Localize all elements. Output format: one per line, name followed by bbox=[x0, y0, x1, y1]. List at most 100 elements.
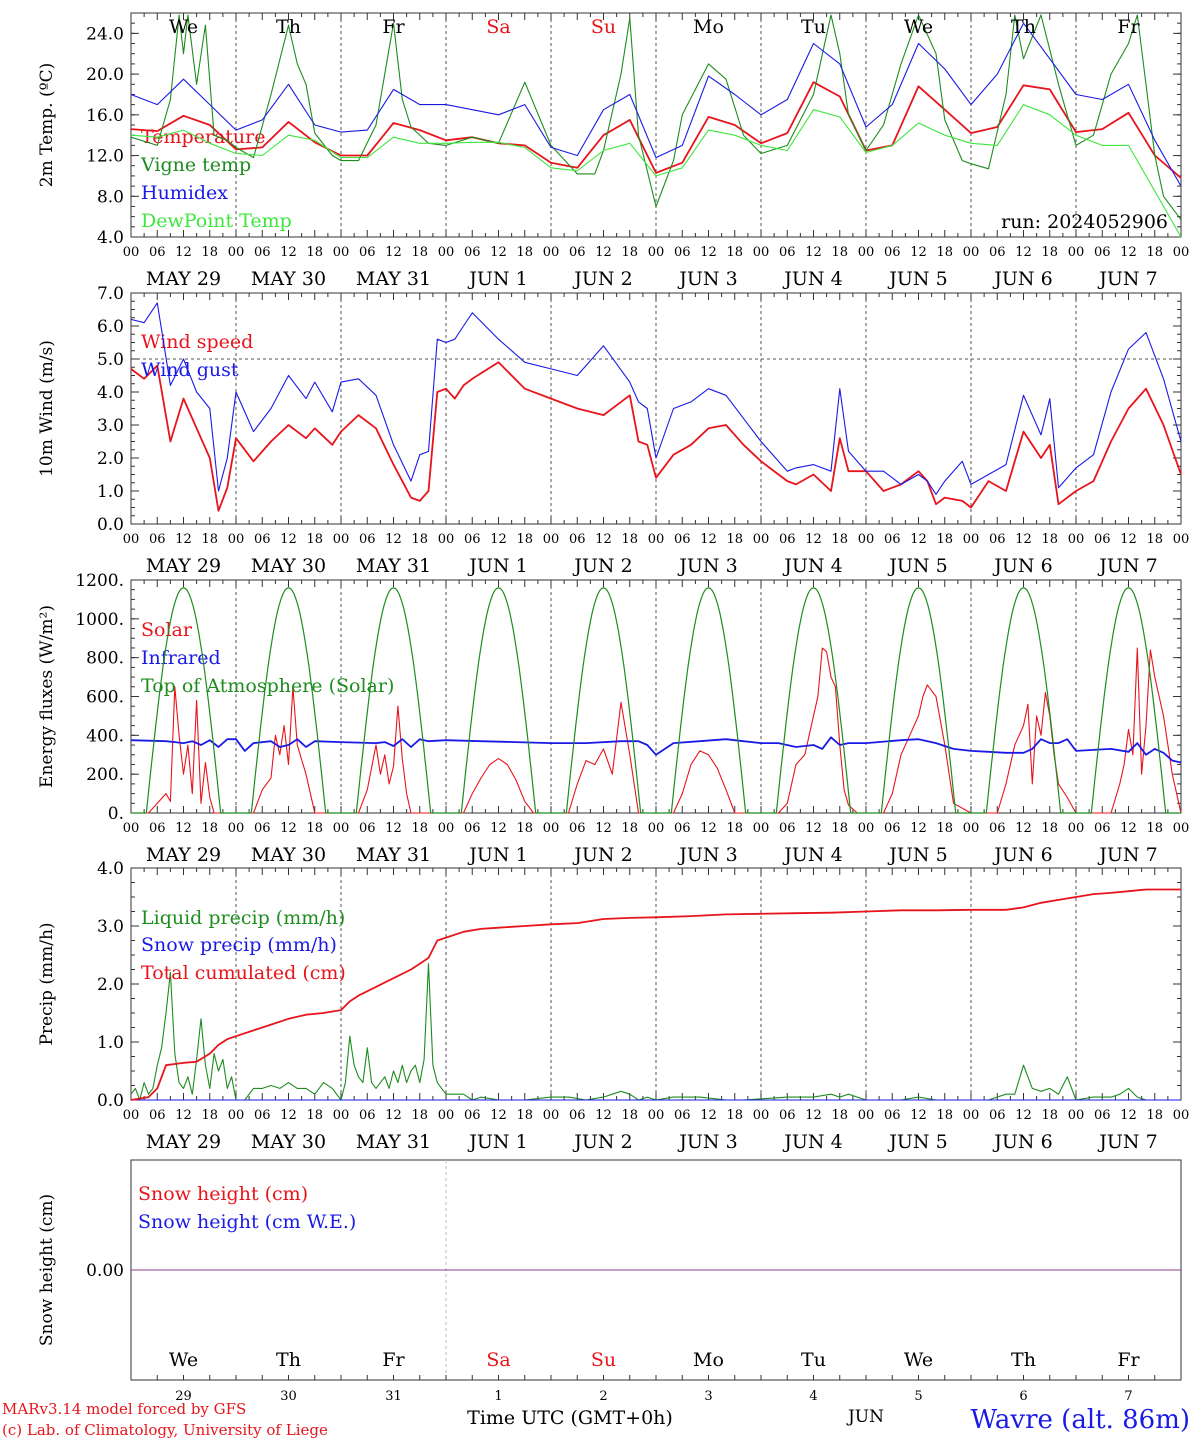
series-total-cumulated-cm bbox=[130, 888, 1181, 1101]
date-label: JUN 1 bbox=[467, 844, 527, 866]
hour-tick-label: 12 bbox=[910, 1108, 927, 1123]
weekday-label: Fr bbox=[1117, 16, 1140, 38]
date-label: MAY 31 bbox=[356, 268, 431, 290]
hour-tick-label: 06 bbox=[254, 245, 271, 260]
y-tick-label: 3.0 bbox=[97, 416, 124, 436]
legend-label: Total cumulated (cm) bbox=[141, 962, 346, 984]
hour-tick-label: 18 bbox=[201, 245, 218, 260]
y-tick-label: 400. bbox=[86, 726, 124, 746]
hour-tick-label: 18 bbox=[1146, 532, 1163, 547]
weekday-label: Fr bbox=[382, 1349, 405, 1371]
legend-label: Liquid precip (mm/h) bbox=[141, 907, 345, 929]
hour-tick-label: 12 bbox=[280, 821, 297, 836]
y-tick-label: 600. bbox=[86, 688, 124, 708]
legend-label: Snow height (cm W.E.) bbox=[138, 1211, 356, 1233]
hour-tick-label: 18 bbox=[831, 245, 848, 260]
date-label: JUN 4 bbox=[782, 555, 842, 577]
hour-tick-label: 12 bbox=[175, 821, 192, 836]
series-dewpoint-temp bbox=[130, 104, 1182, 238]
hour-tick-label: 00 bbox=[1068, 245, 1085, 260]
y-tick-label: 0.0 bbox=[97, 515, 124, 535]
hour-tick-label: 12 bbox=[385, 532, 402, 547]
hour-tick-label: 06 bbox=[149, 245, 166, 260]
hour-tick-label: 00 bbox=[543, 821, 560, 836]
date-label: MAY 29 bbox=[146, 555, 221, 577]
hour-tick-label: 18 bbox=[1146, 821, 1163, 836]
weekday-label: Su bbox=[591, 16, 616, 38]
date-label: JUN 5 bbox=[887, 268, 947, 290]
hour-tick-label: 00 bbox=[753, 1108, 770, 1123]
y-axis-label: Snow height (cm) bbox=[37, 1194, 57, 1346]
hour-tick-label: 06 bbox=[1094, 245, 1111, 260]
date-label: JUN 3 bbox=[677, 1131, 737, 1153]
legend-label: Infrared bbox=[141, 647, 221, 669]
hour-tick-label: 06 bbox=[989, 245, 1006, 260]
hour-tick-label: 12 bbox=[280, 1108, 297, 1123]
y-tick-label: 1.0 bbox=[97, 482, 124, 502]
hour-tick-label: 06 bbox=[1094, 532, 1111, 547]
hour-tick-label: 12 bbox=[1015, 532, 1032, 547]
hour-tick-label: 00 bbox=[963, 245, 980, 260]
series-temperature bbox=[130, 81, 1182, 179]
hour-tick-label: 00 bbox=[648, 245, 665, 260]
hour-tick-label: 06 bbox=[989, 821, 1006, 836]
hour-tick-label: 18 bbox=[306, 821, 323, 836]
hour-tick-label: 06 bbox=[674, 1108, 691, 1123]
hour-tick-label: 12 bbox=[910, 821, 927, 836]
hour-tick-label: 00 bbox=[333, 245, 350, 260]
legend-label: Wind gust bbox=[141, 359, 239, 381]
hour-tick-label: 12 bbox=[805, 1108, 822, 1123]
day-number-label: 30 bbox=[280, 1389, 297, 1404]
series-wind-speed bbox=[130, 361, 1182, 512]
hour-tick-label: 12 bbox=[175, 532, 192, 547]
date-label: MAY 30 bbox=[251, 555, 326, 577]
hour-tick-label: 18 bbox=[831, 821, 848, 836]
weekday-label: We bbox=[169, 16, 198, 38]
weekday-label: We bbox=[169, 1349, 198, 1371]
hour-tick-label: 06 bbox=[464, 1108, 481, 1123]
hour-tick-label: 00 bbox=[1173, 532, 1190, 547]
date-label: JUN 6 bbox=[992, 1131, 1052, 1153]
hour-tick-label: 00 bbox=[438, 1108, 455, 1123]
hour-tick-label: 12 bbox=[1015, 1108, 1032, 1123]
y-tick-label: 16.0 bbox=[86, 106, 124, 126]
weekday-label: Fr bbox=[382, 16, 405, 38]
date-label: JUN 3 bbox=[677, 844, 737, 866]
series-solar bbox=[131, 647, 1182, 814]
date-label: JUN 7 bbox=[1097, 555, 1157, 577]
hour-tick-label: 18 bbox=[411, 1108, 428, 1123]
hour-tick-label: 00 bbox=[123, 245, 140, 260]
date-label: JUN 5 bbox=[887, 555, 947, 577]
hour-tick-label: 12 bbox=[175, 245, 192, 260]
hour-tick-label: 06 bbox=[359, 1108, 376, 1123]
y-tick-label: 200. bbox=[86, 765, 124, 785]
weekday-label: Tu bbox=[801, 16, 826, 38]
y-tick-label: 1.0 bbox=[97, 1033, 124, 1053]
hour-tick-label: 18 bbox=[306, 1108, 323, 1123]
hour-tick-label: 00 bbox=[438, 821, 455, 836]
legend-label: Temperature bbox=[141, 126, 265, 148]
hour-tick-label: 12 bbox=[805, 821, 822, 836]
hour-tick-label: 06 bbox=[254, 532, 271, 547]
hour-tick-label: 06 bbox=[1094, 1108, 1111, 1123]
hour-tick-label: 12 bbox=[700, 245, 717, 260]
hour-tick-label: 18 bbox=[201, 821, 218, 836]
y-tick-label: 2.0 bbox=[97, 975, 124, 995]
hour-tick-label: 18 bbox=[831, 532, 848, 547]
hour-tick-label: 06 bbox=[779, 821, 796, 836]
day-number-label: 31 bbox=[385, 1389, 402, 1404]
hour-tick-label: 06 bbox=[569, 532, 586, 547]
y-tick-label: 4.0 bbox=[97, 228, 124, 248]
hour-tick-label: 12 bbox=[490, 532, 507, 547]
date-label: JUN 4 bbox=[782, 844, 842, 866]
y-axis-label: Precip (mm/h) bbox=[37, 922, 57, 1045]
hour-tick-label: 18 bbox=[411, 245, 428, 260]
weekday-label: Mo bbox=[693, 16, 724, 38]
date-label: JUN 6 bbox=[992, 844, 1052, 866]
weekday-label: Su bbox=[591, 1349, 616, 1371]
hour-tick-label: 06 bbox=[779, 245, 796, 260]
hour-tick-label: 18 bbox=[411, 532, 428, 547]
weekday-label: Tu bbox=[801, 1349, 826, 1371]
hour-tick-label: 06 bbox=[989, 1108, 1006, 1123]
date-label: MAY 29 bbox=[146, 844, 221, 866]
